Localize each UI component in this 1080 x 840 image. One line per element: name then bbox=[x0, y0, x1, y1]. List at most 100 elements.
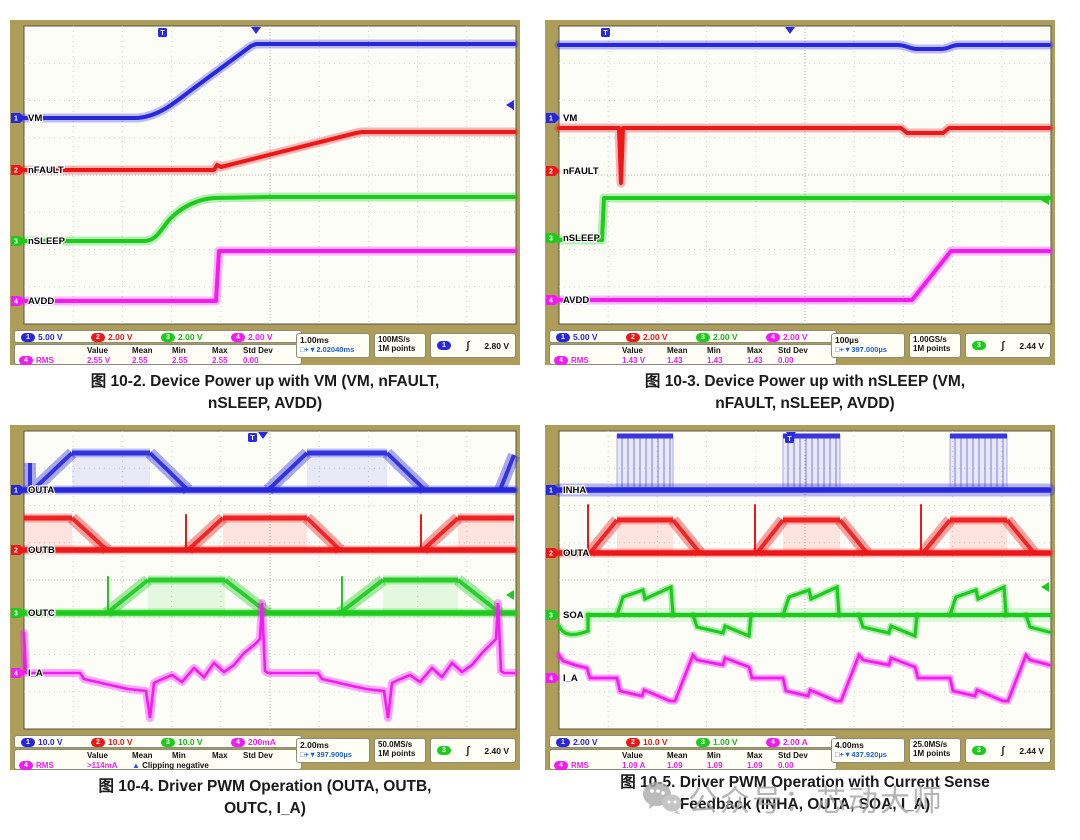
ch2-badge: 2 bbox=[91, 332, 105, 342]
ch2-badge: 2 bbox=[91, 737, 105, 747]
trigger-marker-icon: T bbox=[158, 28, 167, 37]
timebase-readout: 4.00ms □+▼437.920µs bbox=[831, 738, 905, 763]
svg-text:T: T bbox=[250, 435, 255, 442]
ch1-outa-waveform bbox=[24, 453, 514, 490]
svg-text:AVDD: AVDD bbox=[563, 295, 589, 306]
rising-edge-icon: ∫ bbox=[1001, 744, 1005, 757]
svg-text:2: 2 bbox=[14, 548, 18, 555]
svg-text:OUTA: OUTA bbox=[28, 485, 54, 496]
measure-source-badge: 4 bbox=[554, 356, 568, 365]
ch1-badge: 1 bbox=[556, 737, 570, 747]
acquisition-readout: 100MS/s 1M points bbox=[374, 333, 426, 358]
trigger-position-icon bbox=[251, 27, 261, 34]
ch3-badge: 3 bbox=[161, 332, 175, 342]
oscilloscope-capture-pwm-current-sense: T 1 INHA 2 OUTA 3 SOA 4 I_A 1 2.00 V 2 10.… bbox=[545, 425, 1055, 770]
ch4-badge: 4 bbox=[231, 737, 245, 747]
rising-edge-icon: ∫ bbox=[466, 339, 470, 352]
svg-text:nSLEEP: nSLEEP bbox=[563, 233, 601, 244]
measurement-readout: Value Mean Min Max Std Dev 4 RMS 1.09 A 1… bbox=[549, 749, 837, 770]
svg-text:INHA: INHA bbox=[563, 485, 586, 496]
svg-text:VM: VM bbox=[563, 113, 577, 124]
oscilloscope-capture-power-up-vm: T 1 VM 2 nFAULT 3 nSLEEP 4 AVDD 1 5.00 V … bbox=[10, 20, 520, 365]
svg-text:OUTB: OUTB bbox=[28, 545, 55, 556]
channel-badges: 1 VM 2 nFAULT 3 nSLEEP 4 AVDD bbox=[546, 112, 602, 307]
svg-text:4: 4 bbox=[549, 676, 553, 683]
oscilloscope-capture-power-up-nsleep: T 1 VM 2 nFAULT 3 nSLEEP 4 AVDD 1 5.00 V … bbox=[545, 20, 1055, 365]
trigger-source-badge: 1 bbox=[437, 341, 451, 350]
trigger-marker-icon: T bbox=[601, 28, 610, 37]
channel-scale-readout: 1 2.00 V 2 10.0 V 3 1.00 V 4 2.00 A bbox=[549, 735, 837, 748]
svg-text:4: 4 bbox=[14, 299, 18, 306]
figure-caption-10-5: 图 10-5. Driver PWM Operation with Curren… bbox=[620, 774, 990, 813]
measurement-readout: Value Mean Min Max Std Dev 4 RMS 1.43 V 1… bbox=[549, 344, 837, 365]
channel-badges: 1 OUTA 2 OUTB 3 OUTC 4 I_A bbox=[11, 484, 56, 680]
trigger-readout: 1 ∫ 2.80 V bbox=[430, 333, 516, 358]
measurement-readout: Value Mean Min Max Std Dev 4 RMS >114mA ▲… bbox=[14, 749, 302, 770]
trigger-readout: 3 ∫ 2.44 V bbox=[965, 333, 1051, 358]
measure-source-badge: 4 bbox=[554, 761, 568, 770]
trigger-level-arrow-icon bbox=[506, 590, 514, 600]
svg-text:nFAULT: nFAULT bbox=[28, 165, 64, 176]
acquisition-readout: 25.0MS/s 1M points bbox=[909, 738, 961, 763]
channel-badges: 1 INHA 2 OUTA 3 SOA 4 I_A bbox=[546, 484, 591, 685]
svg-text:2: 2 bbox=[14, 168, 18, 175]
trigger-source-badge: 3 bbox=[972, 746, 986, 755]
svg-text:3: 3 bbox=[549, 613, 553, 620]
ch1-badge: 1 bbox=[21, 737, 35, 747]
ch2-outb-waveform bbox=[24, 515, 514, 550]
rising-edge-icon: ∫ bbox=[1001, 339, 1005, 352]
rising-edge-icon: ∫ bbox=[466, 744, 470, 757]
svg-text:nFAULT: nFAULT bbox=[563, 166, 599, 177]
scope-readout-bar: 1 5.00 V 2 2.00 V 3 2.00 V 4 2.00 V Value Me… bbox=[545, 330, 1055, 365]
measurement-readout: Value Mean Min Max Std Dev 4 RMS 2.55 V 2… bbox=[14, 344, 302, 365]
svg-text:2: 2 bbox=[549, 551, 553, 558]
trigger-level-arrow-icon bbox=[1041, 582, 1049, 592]
trigger-source-badge: 3 bbox=[437, 746, 451, 755]
scope-display: T 1 VM 2 nFAULT 3 nSLEEP 4 AVDD bbox=[545, 20, 1055, 330]
clipping-warning-icon: ▲ bbox=[132, 761, 140, 770]
channel-scale-readout: 1 5.00 V 2 2.00 V 3 2.00 V 4 2.00 V bbox=[549, 330, 837, 343]
figure-caption-10-4: 图 10-4. Driver PWM Operation (OUTA, OUTB… bbox=[98, 778, 432, 817]
svg-text:4: 4 bbox=[14, 671, 18, 678]
channel-scale-readout: 1 5.00 V 2 2.00 V 3 2.00 V 4 2.00 V bbox=[14, 330, 302, 343]
timebase-readout: 1.00ms □+▼2.02040ms bbox=[296, 333, 370, 358]
ch4-badge: 4 bbox=[766, 332, 780, 342]
ch2-badge: 2 bbox=[626, 737, 640, 747]
timebase-readout: 100µs □+▼397.000µs bbox=[831, 333, 905, 358]
channel-scale-readout: 1 10.0 V 2 10.0 V 3 10.0 V 4 200mA bbox=[14, 735, 302, 748]
scope-display: T 1 INHA 2 OUTA 3 SOA 4 I_A bbox=[545, 425, 1055, 735]
svg-text:AVDD: AVDD bbox=[28, 296, 54, 307]
scope-readout-bar: 1 5.00 V 2 2.00 V 3 2.00 V 4 2.00 V Value Me… bbox=[10, 330, 520, 365]
svg-text:4: 4 bbox=[549, 298, 553, 305]
trigger-level-arrow-icon bbox=[1041, 195, 1049, 205]
svg-text:3: 3 bbox=[549, 236, 553, 243]
svg-text:1: 1 bbox=[549, 488, 553, 495]
scope-display: T 1 VM 2 nFAULT 3 nSLEEP 4 AVDD bbox=[10, 20, 520, 330]
acquisition-readout: 1.00GS/s 1M points bbox=[909, 333, 961, 358]
trigger-source-badge: 3 bbox=[972, 341, 986, 350]
svg-text:OUTA: OUTA bbox=[563, 548, 589, 559]
svg-text:VM: VM bbox=[28, 113, 42, 124]
svg-text:1: 1 bbox=[14, 488, 18, 495]
ch3-badge: 3 bbox=[696, 332, 710, 342]
svg-text:3: 3 bbox=[14, 611, 18, 618]
svg-text:I_A: I_A bbox=[563, 673, 578, 684]
oscilloscope-capture-pwm-operation: T 1 OUTA 2 OUTB 3 OUTC 4 I_A 1 10.0 V 2 10… bbox=[10, 425, 520, 770]
ch4-badge: 4 bbox=[766, 737, 780, 747]
ch4-badge: 4 bbox=[231, 332, 245, 342]
scope-readout-bar: 1 10.0 V 2 10.0 V 3 10.0 V 4 200mA Value Mea… bbox=[10, 735, 520, 770]
ch2-outa-waveform bbox=[559, 504, 1049, 553]
svg-text:nSLEEP: nSLEEP bbox=[28, 236, 66, 247]
svg-text:1: 1 bbox=[14, 116, 18, 123]
acquisition-readout: 50.0MS/s 1M points bbox=[374, 738, 426, 763]
svg-text:3: 3 bbox=[14, 239, 18, 246]
svg-text:T: T bbox=[160, 30, 165, 37]
trigger-position-icon bbox=[785, 27, 795, 34]
svg-text:1: 1 bbox=[549, 116, 553, 123]
svg-text:T: T bbox=[603, 30, 608, 37]
figure-caption-10-2: 图 10-2. Device Power up with VM (VM, nFA… bbox=[90, 373, 440, 412]
trigger-position-icon bbox=[258, 432, 268, 439]
channel-badges: 1 VM 2 nFAULT 3 nSLEEP 4 AVDD bbox=[11, 112, 67, 308]
ch3-outc-waveform bbox=[24, 577, 514, 613]
svg-text:T: T bbox=[787, 436, 792, 443]
